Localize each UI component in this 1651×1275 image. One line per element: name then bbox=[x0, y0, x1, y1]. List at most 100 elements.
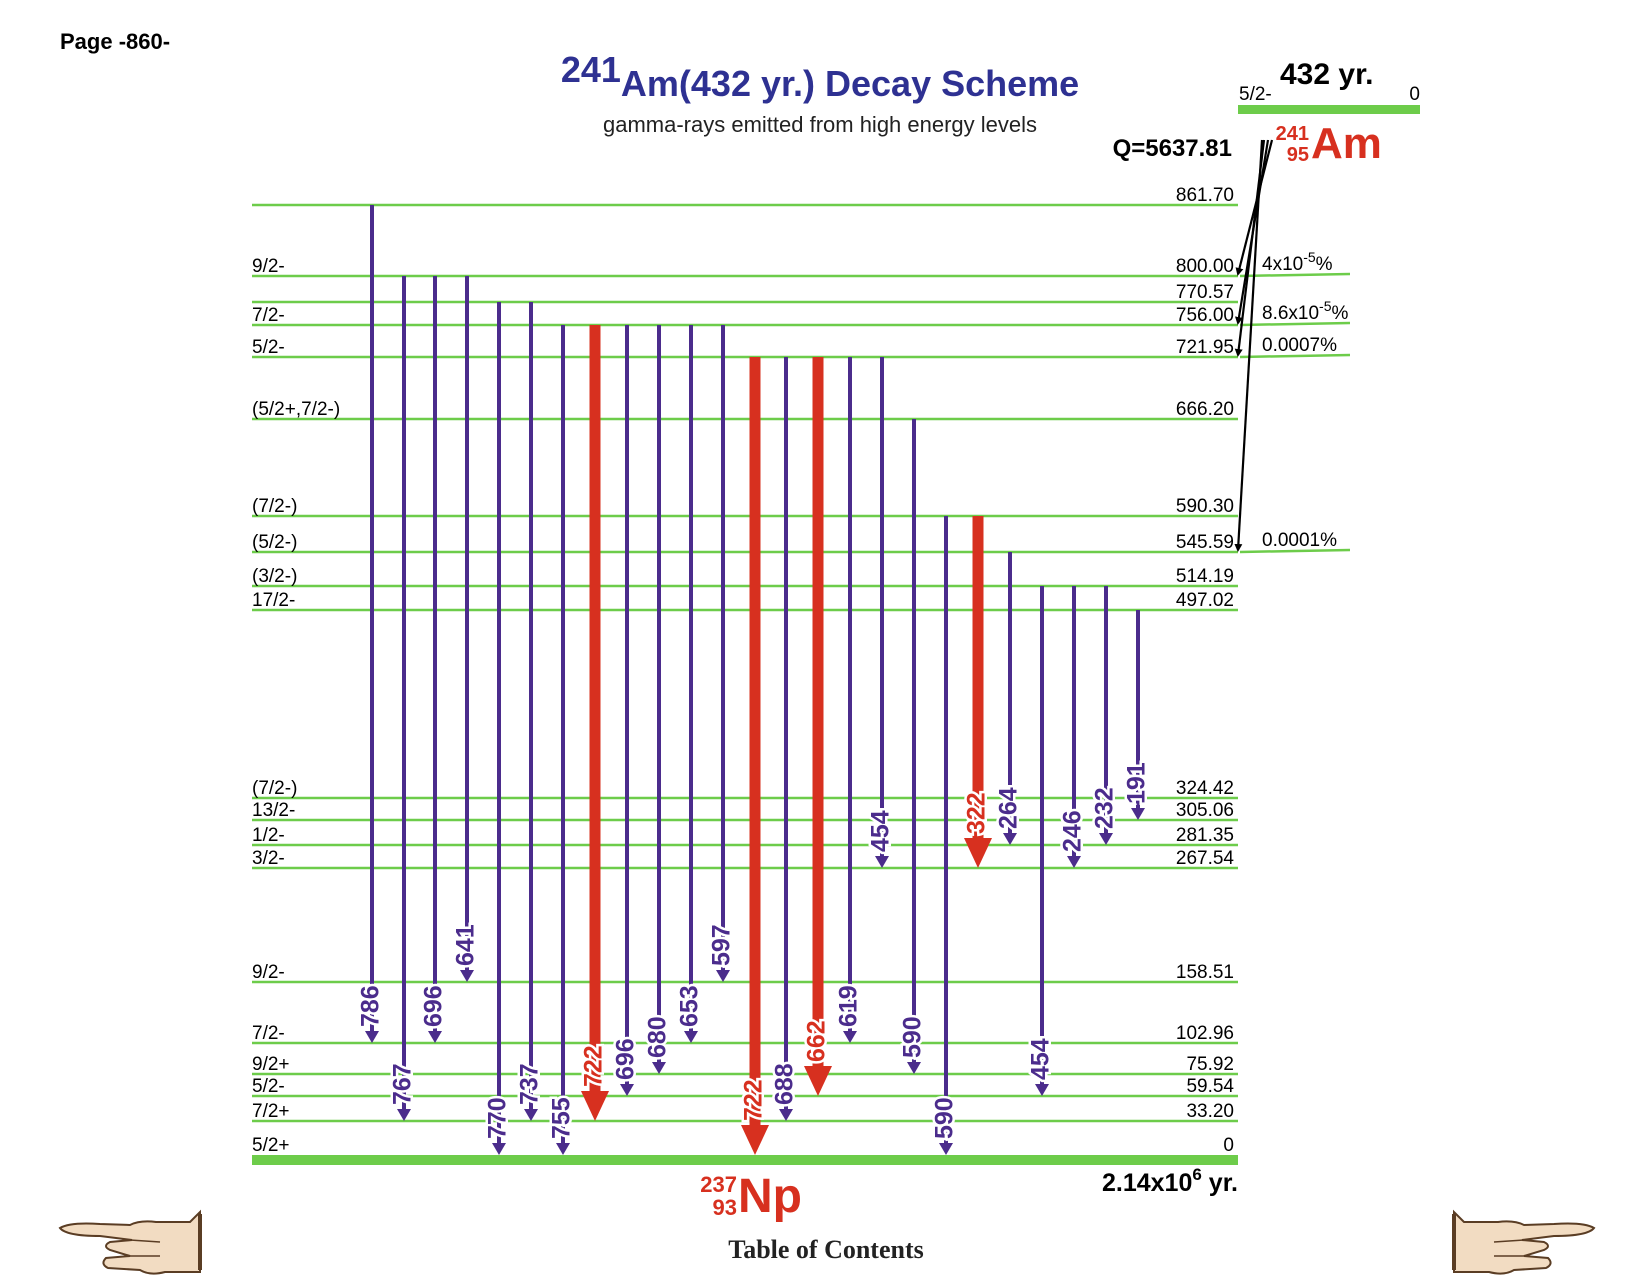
gamma-energy-label: 696 bbox=[420, 985, 448, 1027]
gamma-energy-label: 680 bbox=[644, 1016, 672, 1058]
level-spin: (7/2-) bbox=[252, 778, 297, 799]
parent-symbol: Am bbox=[1311, 119, 1382, 168]
gamma-arrowhead bbox=[684, 1031, 698, 1043]
parent-atomic-number: 95 bbox=[1287, 144, 1309, 166]
level-spin: 7/2+ bbox=[252, 1101, 290, 1122]
alpha-branch-intensity: 8.6x10-5% bbox=[1262, 298, 1349, 324]
gamma-line bbox=[657, 325, 661, 1062]
gamma-line bbox=[721, 325, 725, 970]
gamma-transition: 191 bbox=[1120, 610, 1153, 820]
gamma-energy-label: 641 bbox=[452, 924, 480, 966]
gamma-line bbox=[529, 302, 533, 1109]
level-energy: 324.42 bbox=[1176, 778, 1234, 799]
gamma-transition: 653 bbox=[673, 325, 706, 1043]
level-spin: 9/2+ bbox=[252, 1054, 290, 1075]
gamma-transition: 322 bbox=[960, 516, 993, 868]
gamma-line bbox=[561, 325, 565, 1143]
gamma-arrowhead bbox=[875, 856, 889, 868]
gamma-energy-label: 590 bbox=[931, 1097, 959, 1139]
level-energy: 59.54 bbox=[1186, 1076, 1234, 1097]
gamma-transition: 246 bbox=[1056, 586, 1089, 868]
prev-page-hand[interactable] bbox=[58, 1209, 202, 1275]
gamma-line bbox=[689, 325, 693, 1031]
gamma-line bbox=[972, 516, 984, 838]
gamma-transition: 619 bbox=[832, 357, 865, 1043]
alpha-branch-intensity: 0.0001% bbox=[1262, 530, 1337, 551]
gamma-transition: 767 bbox=[386, 276, 419, 1121]
gamma-transition: 722 bbox=[577, 325, 610, 1121]
level-energy: 590.30 bbox=[1176, 496, 1234, 517]
parent-halflife: 432 yr. bbox=[1280, 58, 1373, 91]
gamma-line bbox=[1136, 610, 1140, 808]
gamma-line bbox=[880, 357, 884, 856]
gamma-line bbox=[784, 357, 788, 1109]
gamma-arrowhead bbox=[939, 1143, 953, 1155]
gamma-arrowhead bbox=[1067, 856, 1081, 868]
alpha-branch-underline bbox=[1239, 548, 1351, 554]
diagram-subtitle: gamma-rays emitted from high energy leve… bbox=[603, 112, 1037, 137]
gamma-energy-label: 722 bbox=[740, 1079, 768, 1121]
gamma-line bbox=[625, 325, 629, 1084]
level-energy: 33.20 bbox=[1186, 1101, 1234, 1122]
daughter-mass-number: 237 bbox=[700, 1172, 737, 1197]
gamma-line bbox=[370, 205, 374, 1031]
gamma-arrowhead bbox=[460, 970, 474, 982]
gamma-energy-label: 770 bbox=[484, 1097, 512, 1139]
gamma-arrowhead bbox=[1099, 833, 1113, 845]
table-of-contents-link[interactable]: Table of Contents bbox=[728, 1235, 924, 1264]
gamma-energy-label: 322 bbox=[963, 792, 991, 834]
gamma-transition: 590 bbox=[928, 516, 961, 1155]
level-spin: 5/2- bbox=[252, 337, 285, 358]
gamma-energy-label: 786 bbox=[357, 985, 385, 1027]
level-spin: 13/2- bbox=[252, 800, 295, 821]
gamma-arrowhead bbox=[804, 1066, 832, 1096]
alpha-branches: 4x10-5% 8.6x10-5% 0.0007% 0.0001% bbox=[1234, 139, 1351, 554]
level-spin: 3/2- bbox=[252, 848, 285, 869]
gamma-transition: 454 bbox=[864, 357, 897, 868]
gamma-transition: 590 bbox=[896, 419, 929, 1074]
gamma-transition: 680 bbox=[641, 325, 674, 1074]
gamma-transition: 688 bbox=[768, 357, 801, 1121]
level-energy: 305.06 bbox=[1176, 800, 1234, 821]
level-line-ground bbox=[252, 1155, 1238, 1165]
page-label: Page -860- bbox=[60, 29, 170, 54]
parent-energy: 0 bbox=[1409, 84, 1420, 105]
gamma-arrowhead bbox=[907, 1062, 921, 1074]
gamma-arrowhead bbox=[843, 1031, 857, 1043]
gamma-arrowhead bbox=[581, 1091, 609, 1121]
level-spin: 9/2- bbox=[252, 256, 285, 277]
pointing-hand-left-icon bbox=[58, 1209, 202, 1275]
gamma-line bbox=[944, 516, 948, 1143]
level-energy: 545.59 bbox=[1176, 532, 1234, 553]
gamma-transition: 662 bbox=[800, 357, 833, 1096]
gamma-transition: 770 bbox=[481, 302, 514, 1155]
gamma-arrowhead bbox=[716, 970, 730, 982]
diagram-title: 241Am(432 yr.) Decay Scheme bbox=[561, 49, 1079, 104]
gamma-energy-label: 454 bbox=[1027, 1038, 1055, 1080]
gamma-energy-label: 737 bbox=[516, 1063, 544, 1105]
gamma-energy-label: 653 bbox=[676, 985, 704, 1027]
gamma-line bbox=[433, 276, 437, 1031]
q-value: Q=5637.81 bbox=[1113, 135, 1232, 162]
level-spin: (5/2-) bbox=[252, 532, 297, 553]
gamma-line bbox=[812, 357, 824, 1066]
gamma-line bbox=[848, 357, 852, 1031]
gamma-transition: 232 bbox=[1088, 586, 1121, 845]
level-energy: 666.20 bbox=[1176, 399, 1234, 420]
gamma-arrowhead bbox=[365, 1031, 379, 1043]
gamma-transition: 755 bbox=[545, 325, 578, 1155]
gamma-arrowhead bbox=[652, 1062, 666, 1074]
gamma-arrowhead bbox=[741, 1125, 769, 1155]
daughter-halflife: 2.14x106 yr. bbox=[1102, 1165, 1238, 1197]
gamma-energy-label: 590 bbox=[899, 1016, 927, 1058]
gamma-energy-label: 662 bbox=[803, 1020, 831, 1062]
level-spin: 9/2- bbox=[252, 962, 285, 983]
alpha-branch-underline bbox=[1239, 353, 1351, 359]
gamma-arrowhead bbox=[492, 1143, 506, 1155]
next-page-hand[interactable] bbox=[1452, 1209, 1596, 1275]
gamma-arrowhead bbox=[1035, 1084, 1049, 1096]
level-spin: 7/2- bbox=[252, 305, 285, 326]
level-spin: 1/2- bbox=[252, 825, 285, 846]
level-energy: 497.02 bbox=[1176, 590, 1234, 611]
